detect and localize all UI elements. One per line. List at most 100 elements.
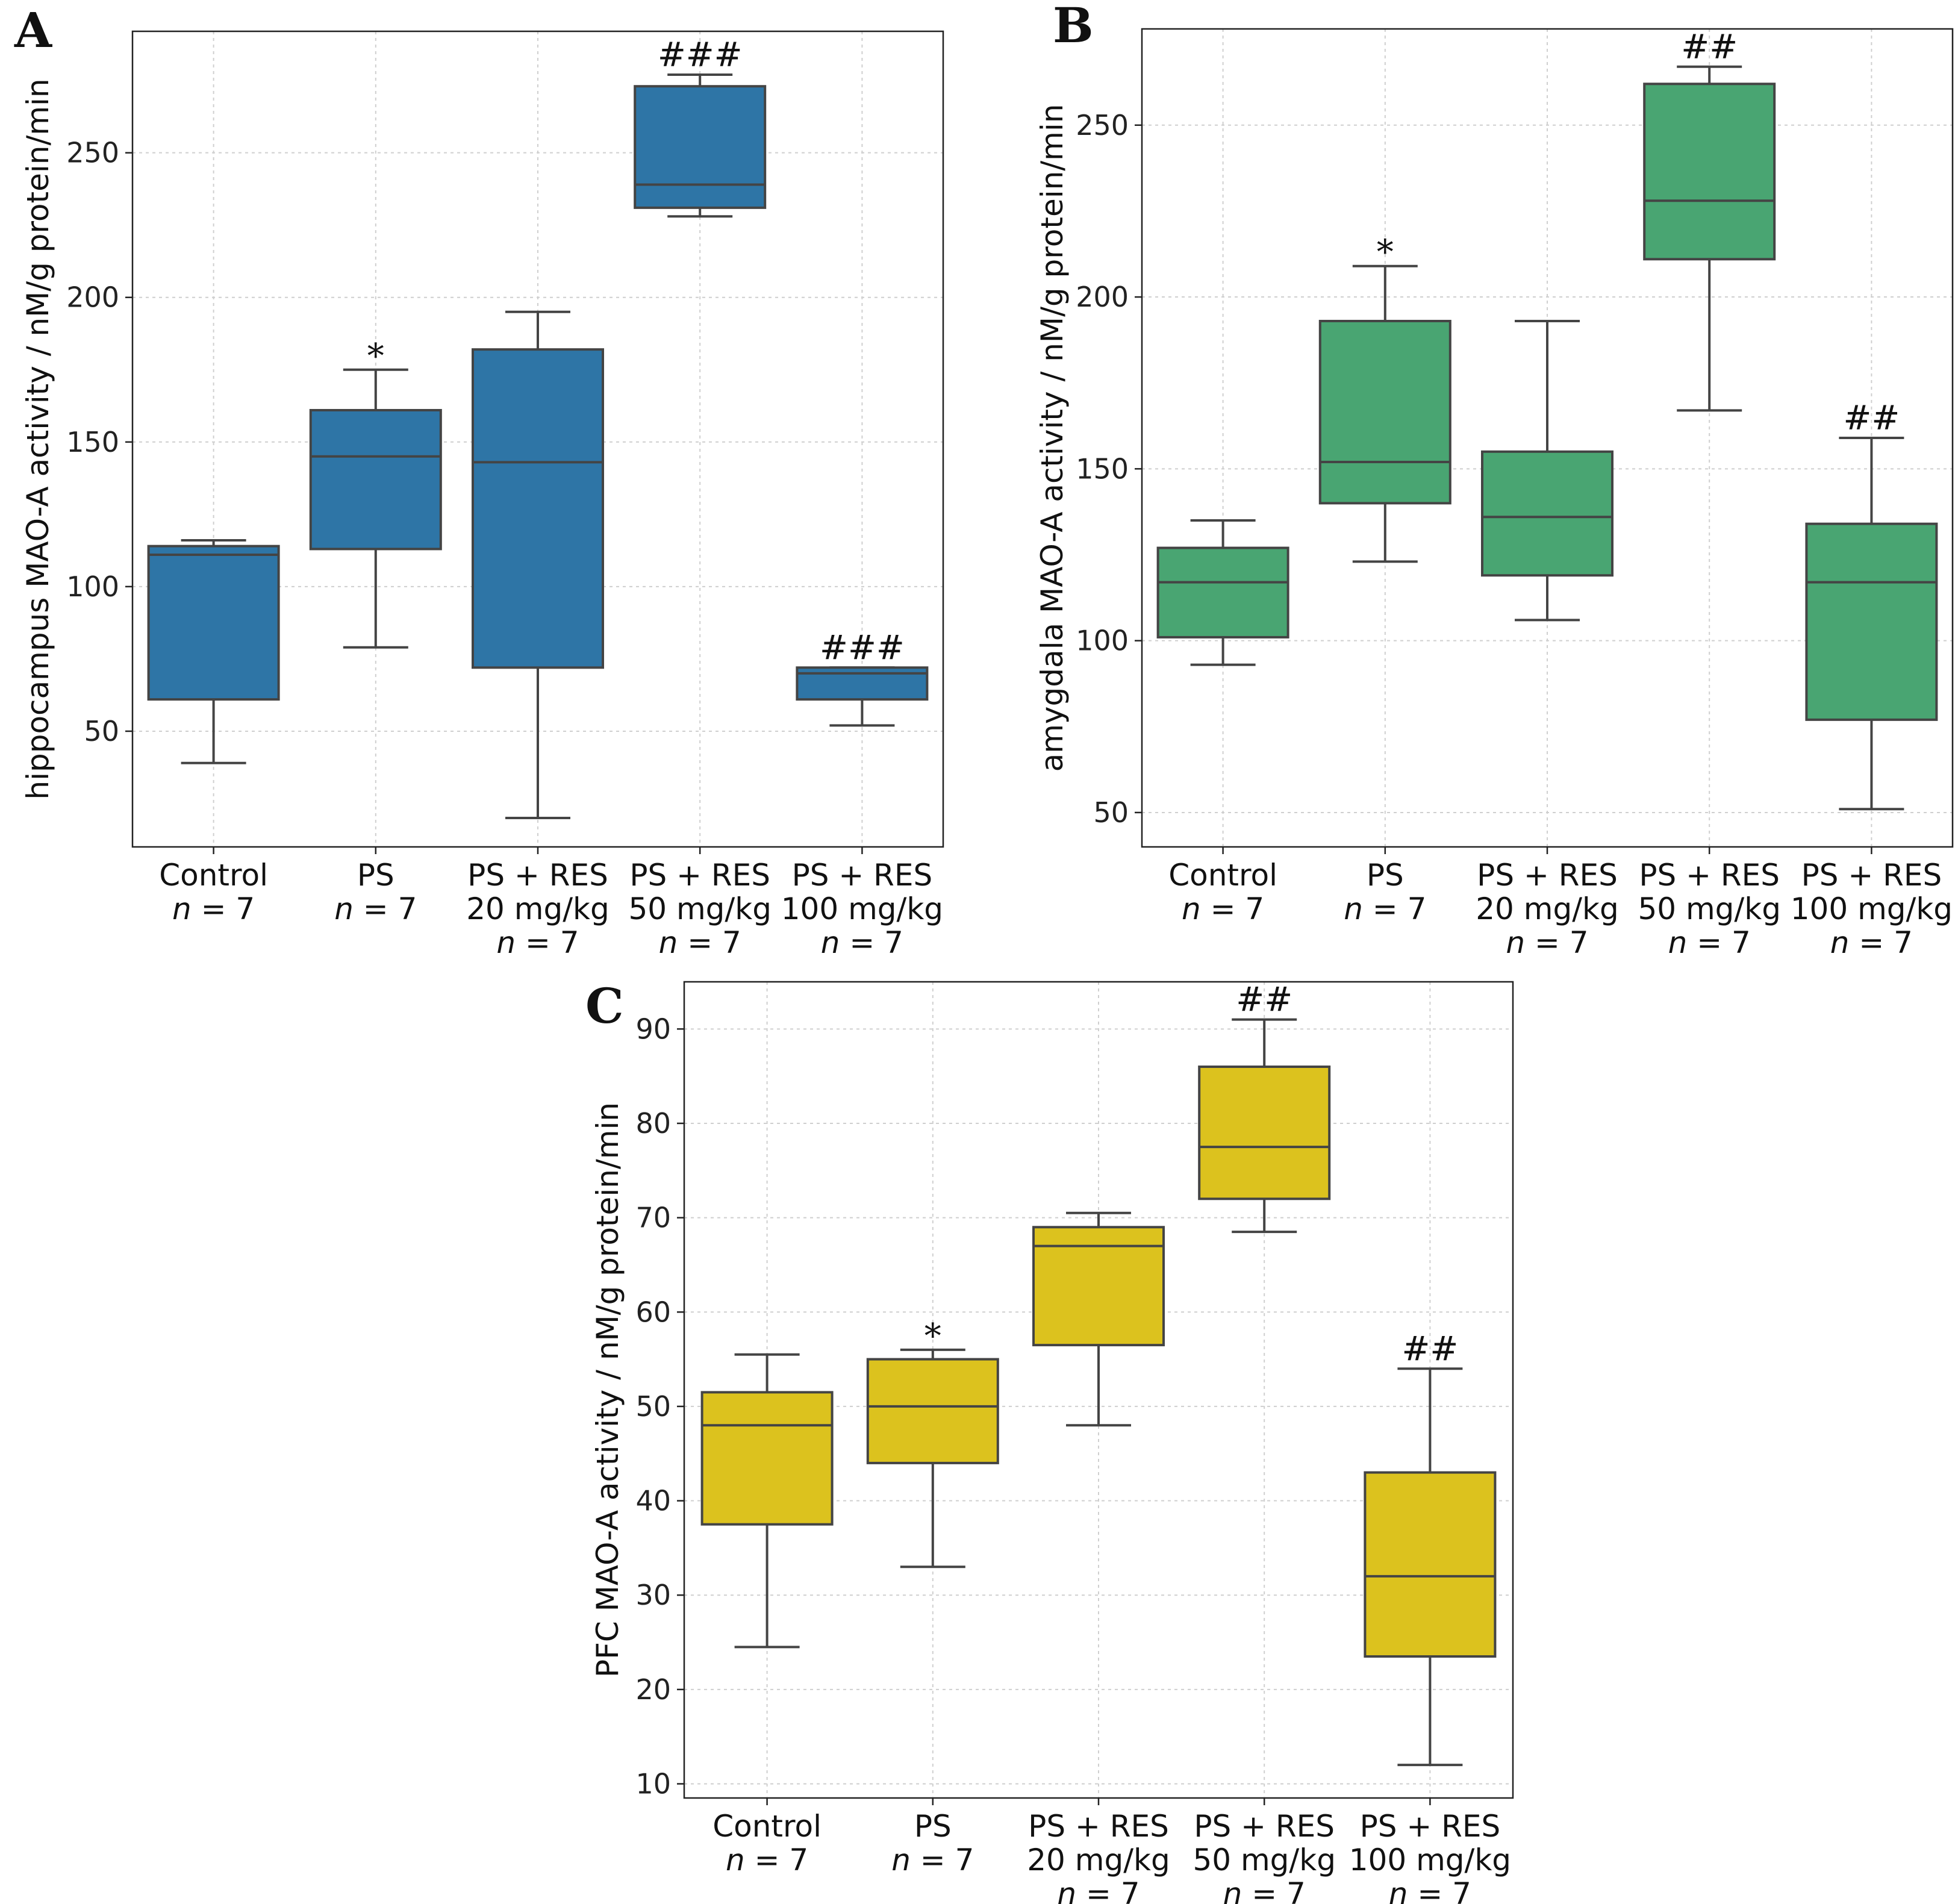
box-5: ###	[796, 628, 929, 727]
iqr-box	[309, 408, 442, 551]
y-axis: 10 20 30 40 50 60 70 80 90	[635, 1013, 684, 1800]
box-2: *	[866, 1317, 999, 1568]
x-tick-label: Control	[1168, 858, 1277, 893]
x-tick-dose-label: 20 mg/kg	[1027, 1843, 1170, 1877]
x-tick-dose-label: 20 mg/kg	[466, 891, 610, 926]
x-tick-label: PS + RES	[1801, 858, 1942, 893]
x-tick-n-label: n = 7	[1830, 925, 1913, 960]
x-tick-label: PS + RES	[1360, 1809, 1501, 1844]
box-2: *	[1318, 233, 1451, 563]
box-5: ##	[1364, 1329, 1497, 1767]
y-tick-label: 80	[635, 1107, 671, 1140]
boxes: * ### ###	[147, 36, 929, 819]
significance-marker: ##	[1236, 981, 1292, 1020]
x-tick-n-label: n = 7	[1506, 925, 1588, 960]
x-tick-n-label: n = 7	[1182, 891, 1264, 926]
y-axis: 50 100 150 200 250	[1076, 109, 1142, 829]
box-3	[1481, 320, 1613, 622]
x-tick-label: PS	[914, 1809, 952, 1844]
iqr-box	[472, 348, 604, 669]
box-4: ##	[1643, 28, 1776, 412]
y-tick-label: 50	[635, 1390, 671, 1423]
y-tick-label: 50	[1093, 796, 1129, 829]
box-4: ###	[634, 36, 767, 218]
y-tick-label: 100	[66, 570, 119, 603]
iqr-box	[1364, 1471, 1497, 1658]
x-tick-n-label: n = 7	[1223, 1876, 1306, 1904]
significance-marker: ###	[820, 628, 905, 667]
x-tick-n-label: n = 7	[496, 925, 579, 960]
iqr-box	[700, 1391, 834, 1526]
y-tick-label: 70	[635, 1202, 671, 1234]
x-tick-n-label: n = 7	[1389, 1876, 1471, 1904]
panel-letter: A	[14, 2, 52, 58]
significance-marker: ##	[1681, 28, 1738, 67]
x-tick-dose-label: 100 mg/kg	[1791, 891, 1953, 926]
x-tick-label: PS + RES	[629, 858, 770, 893]
y-tick-label: 200	[66, 281, 119, 314]
panel-letter: C	[585, 978, 624, 1034]
y-tick-label: 30	[635, 1579, 671, 1611]
panel-a: 50 100 150 200 250 hippocampus MAO-A activity…	[14, 2, 944, 960]
y-tick-label: 150	[1076, 452, 1129, 485]
x-tick-n-label: n = 7	[1344, 891, 1426, 926]
y-tick-label: 60	[635, 1296, 671, 1328]
y-tick-label: 100	[1076, 625, 1129, 657]
x-tick-label: PS	[357, 858, 394, 893]
boxes: * ## ##	[700, 981, 1497, 1767]
y-tick-label: 250	[66, 137, 119, 169]
x-tick-label: Control	[159, 858, 268, 893]
y-tick-label: 40	[635, 1485, 671, 1517]
box-2: *	[309, 337, 442, 649]
x-tick-dose-label: 100 mg/kg	[781, 891, 943, 926]
iqr-box	[147, 545, 280, 701]
box-1	[1156, 519, 1289, 666]
x-tick-dose-label: 20 mg/kg	[1476, 891, 1619, 926]
iqr-box	[1805, 522, 1938, 721]
x-tick-label: PS	[1367, 858, 1404, 893]
x-tick-label: PS + RES	[1477, 858, 1618, 893]
x-tick-label: PS + RES	[1194, 1809, 1335, 1844]
iqr-box	[1643, 83, 1776, 261]
panel-letter: B	[1053, 0, 1094, 54]
significance-marker: *	[1377, 233, 1394, 272]
y-tick-label: 250	[1076, 109, 1129, 142]
y-tick-label: 10	[635, 1768, 671, 1800]
y-tick-label: 50	[84, 715, 119, 748]
iqr-box	[1198, 1065, 1331, 1200]
y-axis: 50 100 150 200 250	[66, 137, 133, 748]
y-axis-title: amygdala MAO-A activity / nM/g protein/m…	[1035, 104, 1070, 772]
x-tick-dose-label: 100 mg/kg	[1349, 1843, 1511, 1877]
x-tick-n-label: n = 7	[172, 891, 255, 926]
y-tick-label: 90	[635, 1013, 671, 1045]
significance-marker: *	[924, 1317, 941, 1356]
iqr-box	[1156, 546, 1289, 638]
iqr-box	[866, 1358, 999, 1464]
box-5: ##	[1805, 399, 1938, 811]
x-tick-dose-label: 50 mg/kg	[1193, 1843, 1336, 1877]
box-3	[1032, 1211, 1165, 1427]
panel-c: 10 20 30 40 50 60 70 80 90 PFC MAO-A activity / n…	[585, 978, 1514, 1904]
box-1	[147, 539, 280, 764]
significance-marker: *	[367, 337, 384, 376]
x-tick-label: PS + RES	[792, 858, 933, 893]
boxes: * ## ##	[1156, 28, 1938, 811]
x-tick-label: PS + RES	[1639, 858, 1780, 893]
significance-marker: ##	[1843, 399, 1900, 438]
box-3	[472, 310, 604, 819]
iqr-box	[1318, 320, 1451, 505]
y-axis-title: hippocampus MAO-A activity / nM/g protei…	[20, 78, 55, 799]
iqr-box	[1481, 450, 1613, 577]
x-tick-label: PS + RES	[467, 858, 608, 893]
x-tick-n-label: n = 7	[726, 1843, 808, 1877]
y-tick-label: 20	[635, 1673, 671, 1706]
significance-marker: ###	[658, 36, 743, 75]
x-tick-n-label: n = 7	[821, 925, 903, 960]
y-tick-label: 200	[1076, 281, 1129, 313]
y-tick-label: 150	[66, 426, 119, 458]
x-tick-n-label: n = 7	[891, 1843, 974, 1877]
y-axis-title: PFC MAO-A activity / nM/g protein/min	[590, 1102, 625, 1678]
